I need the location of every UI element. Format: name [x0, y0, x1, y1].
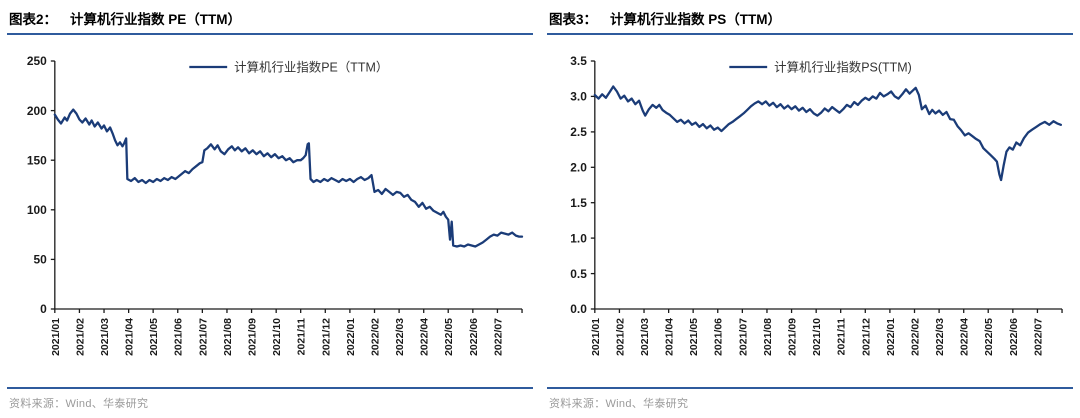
svg-text:2.5: 2.5: [570, 125, 587, 139]
svg-text:2021/11: 2021/11: [837, 318, 848, 356]
source-note-ps: 资料来源：Wind、华泰研究: [547, 389, 1073, 411]
legend-label: 计算机行业指数PE（TTM）: [234, 59, 388, 74]
svg-text:1.5: 1.5: [570, 196, 587, 210]
svg-text:2021/06: 2021/06: [174, 318, 185, 356]
svg-text:2021/07: 2021/07: [738, 318, 749, 356]
ps-y-tick-labels: 0.0 0.5 1.0 1.5 2.0 2.5 3.0 3.5: [570, 54, 587, 316]
ps-chart: 0.0 0.5 1.0 1.5 2.0 2.5 3.0 3.5 2021/01 2021/02 20…: [547, 35, 1073, 387]
svg-text:3.5: 3.5: [570, 54, 587, 68]
pe-y-tick-labels: 0 50 100 150 200 250: [27, 54, 47, 316]
ps-legend: 计算机行业指数PS(TTM): [729, 59, 912, 75]
figure-panel-ps: 图表3： 计算机行业指数 PS（TTM） 0.0 0.5 1.0 1.5 2.0 2.5 3.…: [540, 2, 1080, 411]
svg-text:2021/02: 2021/02: [615, 318, 626, 356]
svg-text:2022/05: 2022/05: [984, 318, 995, 356]
svg-text:0.5: 0.5: [570, 267, 587, 281]
svg-text:2022/05: 2022/05: [444, 318, 455, 356]
legend-label: 计算机行业指数PS(TTM): [774, 59, 912, 74]
svg-text:2022/02: 2022/02: [371, 318, 382, 356]
svg-text:2022/07: 2022/07: [493, 318, 504, 356]
svg-text:250: 250: [27, 54, 47, 68]
svg-text:2021/03: 2021/03: [100, 318, 111, 356]
svg-text:2021/12: 2021/12: [321, 318, 332, 356]
svg-text:2021/06: 2021/06: [714, 318, 725, 356]
svg-text:1.0: 1.0: [570, 231, 587, 245]
svg-text:2021/07: 2021/07: [198, 318, 209, 356]
svg-text:2021/10: 2021/10: [272, 318, 283, 356]
svg-text:2022/04: 2022/04: [420, 318, 431, 356]
svg-text:2021/10: 2021/10: [812, 318, 823, 356]
figure-label: 图表3：: [549, 12, 598, 27]
figure-panel-pe: 图表2： 计算机行业指数 PE（TTM） 0 50 100 150 200 250 2021/…: [0, 2, 540, 411]
svg-text:2021/01: 2021/01: [591, 318, 602, 356]
svg-text:2021/08: 2021/08: [763, 318, 774, 356]
svg-text:2022/01: 2022/01: [346, 318, 357, 356]
svg-text:2021/09: 2021/09: [248, 318, 259, 356]
svg-text:2022/06: 2022/06: [1009, 318, 1020, 356]
figure-title-text: 计算机行业指数 PE（TTM）: [70, 12, 242, 27]
figure-title-ps: 图表3： 计算机行业指数 PS（TTM）: [547, 2, 1073, 35]
figure-title-text: 计算机行业指数 PS（TTM）: [610, 12, 782, 27]
svg-text:2021/04: 2021/04: [665, 318, 676, 356]
figure-title-pe: 图表2： 计算机行业指数 PE（TTM）: [7, 2, 533, 35]
source-text: 资料来源：Wind、华泰研究: [9, 398, 149, 410]
source-text: 资料来源：Wind、华泰研究: [549, 398, 689, 410]
panel-divider: [547, 387, 1073, 389]
svg-text:2022/07: 2022/07: [1033, 318, 1044, 356]
svg-text:0.0: 0.0: [570, 302, 587, 316]
svg-text:2021/12: 2021/12: [861, 318, 872, 356]
ps-series-line: [593, 85, 1062, 182]
ps-axes: [590, 60, 1063, 313]
svg-text:2021/04: 2021/04: [125, 318, 136, 356]
svg-text:3.0: 3.0: [570, 90, 587, 104]
svg-text:2022/06: 2022/06: [469, 318, 480, 356]
pe-x-tick-labels: 2021/01 2021/02 2021/03 2021/04 2021/05 2021/…: [51, 318, 505, 356]
svg-text:2022/04: 2022/04: [960, 318, 971, 356]
svg-text:2021/05: 2021/05: [689, 318, 700, 356]
svg-text:2.0: 2.0: [570, 160, 587, 174]
svg-text:200: 200: [27, 104, 47, 118]
pe-legend: 计算机行业指数PE（TTM）: [189, 59, 388, 75]
pe-series-line: [53, 108, 524, 248]
svg-text:2021/03: 2021/03: [640, 318, 651, 356]
svg-text:150: 150: [27, 153, 47, 167]
svg-text:2022/01: 2022/01: [886, 318, 897, 356]
svg-text:2022/03: 2022/03: [395, 318, 406, 356]
ps-x-tick-labels: 2021/01 2021/02 2021/03 2021/04 2021/05 2021/…: [591, 318, 1045, 356]
svg-text:2022/02: 2022/02: [911, 318, 922, 356]
svg-text:100: 100: [27, 203, 47, 217]
svg-text:2022/03: 2022/03: [935, 318, 946, 356]
svg-text:2021/02: 2021/02: [75, 318, 86, 356]
svg-text:0: 0: [40, 302, 47, 316]
svg-text:2021/08: 2021/08: [223, 318, 234, 356]
panel-divider: [7, 387, 533, 389]
svg-text:2021/11: 2021/11: [297, 318, 308, 356]
figure-label: 图表2：: [9, 12, 58, 27]
pe-axes: [50, 60, 523, 313]
svg-text:2021/01: 2021/01: [51, 318, 62, 356]
pe-chart: 0 50 100 150 200 250 2021/01 2021/02 2021/03 2021…: [7, 35, 533, 387]
svg-text:50: 50: [34, 253, 48, 267]
source-note-pe: 资料来源：Wind、华泰研究: [7, 389, 533, 411]
svg-text:2021/09: 2021/09: [788, 318, 799, 356]
svg-text:2021/05: 2021/05: [149, 318, 160, 356]
